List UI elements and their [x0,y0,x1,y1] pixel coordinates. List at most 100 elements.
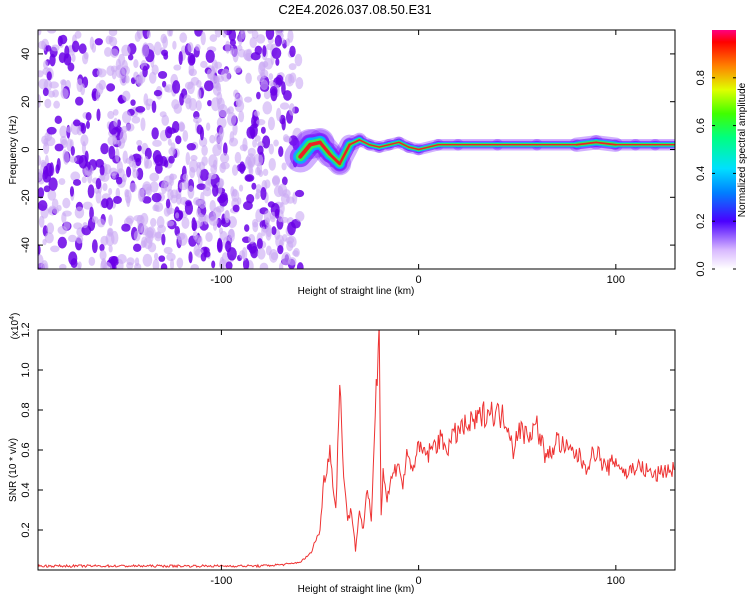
chart-title: C2E4.2026.037.08.50.E31 [278,2,431,17]
noise-blob [153,41,162,56]
noise-blob [40,159,46,168]
noise-blob [63,53,72,66]
noise-blob [42,87,49,97]
noise-blob [166,252,176,262]
noise-blob [57,236,67,249]
noise-blob [153,89,163,97]
noise-blob [112,109,119,116]
noise-blob [82,221,88,229]
noise-blob [263,90,271,100]
noise-blob [69,186,75,197]
noise-blob [205,231,213,243]
noise-blob [129,182,137,193]
noise-blob [200,60,208,69]
noise-blob [222,30,227,38]
noise-blob [135,106,146,113]
noise-blob [119,130,127,144]
noise-blob [161,114,170,126]
noise-blob [52,207,60,214]
top-xtick-label: 100 [607,274,625,286]
noise-blob [244,224,250,232]
noise-blob [81,176,87,184]
noise-blob [176,257,184,269]
bot-ytick-label: 0.4 [20,482,32,497]
noise-blob [89,206,94,220]
noise-blob [266,43,274,51]
noise-blob [66,126,73,133]
ridge-segment [378,144,390,148]
noise-blob [100,143,109,155]
noise-blob [262,168,269,177]
noise-blob [102,182,108,192]
noise-blob [255,188,261,199]
noise-blob [108,214,113,227]
noise-blob [134,31,141,43]
noise-blob [136,167,144,181]
noise-blob [81,141,86,155]
noise-blob [91,42,97,53]
noise-blob [203,214,209,225]
noise-blob [151,127,159,140]
noise-blob [236,163,246,172]
noise-blob [95,189,102,204]
noise-blob [108,145,116,160]
noise-blob [178,51,183,66]
noise-blob [248,234,256,244]
noise-blob [88,256,96,267]
noise-blob [257,248,266,260]
noise-blob [162,35,168,49]
noise-blob [218,193,229,207]
noise-blob [275,58,280,66]
noise-blob [59,125,68,139]
noise-blob [256,161,263,176]
noise-blob [164,85,170,93]
noise-blob [173,64,182,71]
noise-blob [278,146,284,157]
noise-blob [268,158,276,171]
noise-blob [46,71,52,81]
noise-blob [126,166,132,178]
noise-blob [158,255,166,262]
noise-blob [157,71,168,79]
noise-blob [215,205,225,213]
noise-blob [160,263,168,269]
noise-blob [132,169,139,179]
noise-blob [108,35,114,43]
noise-blob [193,116,202,124]
noise-blob [256,238,263,250]
noise-blob [60,79,67,86]
ridge-segment [298,142,313,159]
noise-blob [220,68,231,82]
noise-blob [94,38,103,46]
noise-blob [235,98,242,108]
noise-blob [154,163,163,174]
noise-blob [116,160,124,174]
noise-blob [167,138,172,146]
noise-blob [178,122,186,132]
noise-blob [162,80,167,88]
noise-blob [69,156,78,163]
noise-blob [113,117,118,127]
noise-blob [118,67,126,79]
noise-blob [105,232,115,247]
top-ytick-label: 0 [20,146,32,152]
noise-blob [210,164,218,175]
noise-blob [121,110,132,124]
noise-blob [197,89,202,100]
noise-blob [126,194,131,208]
noise-blob [289,45,296,58]
noise-blob [112,135,117,145]
noise-blob [261,226,266,237]
noise-blob [96,218,106,228]
noise-blob [179,181,189,191]
noise-blob [244,156,252,169]
noise-blob [157,224,166,234]
noise-blob [53,100,61,109]
noise-blob [122,90,131,102]
noise-blob [77,261,82,269]
noise-blob [225,261,233,269]
noise-blob [136,139,143,147]
noise-blob [214,30,222,38]
noise-blob [228,30,237,42]
